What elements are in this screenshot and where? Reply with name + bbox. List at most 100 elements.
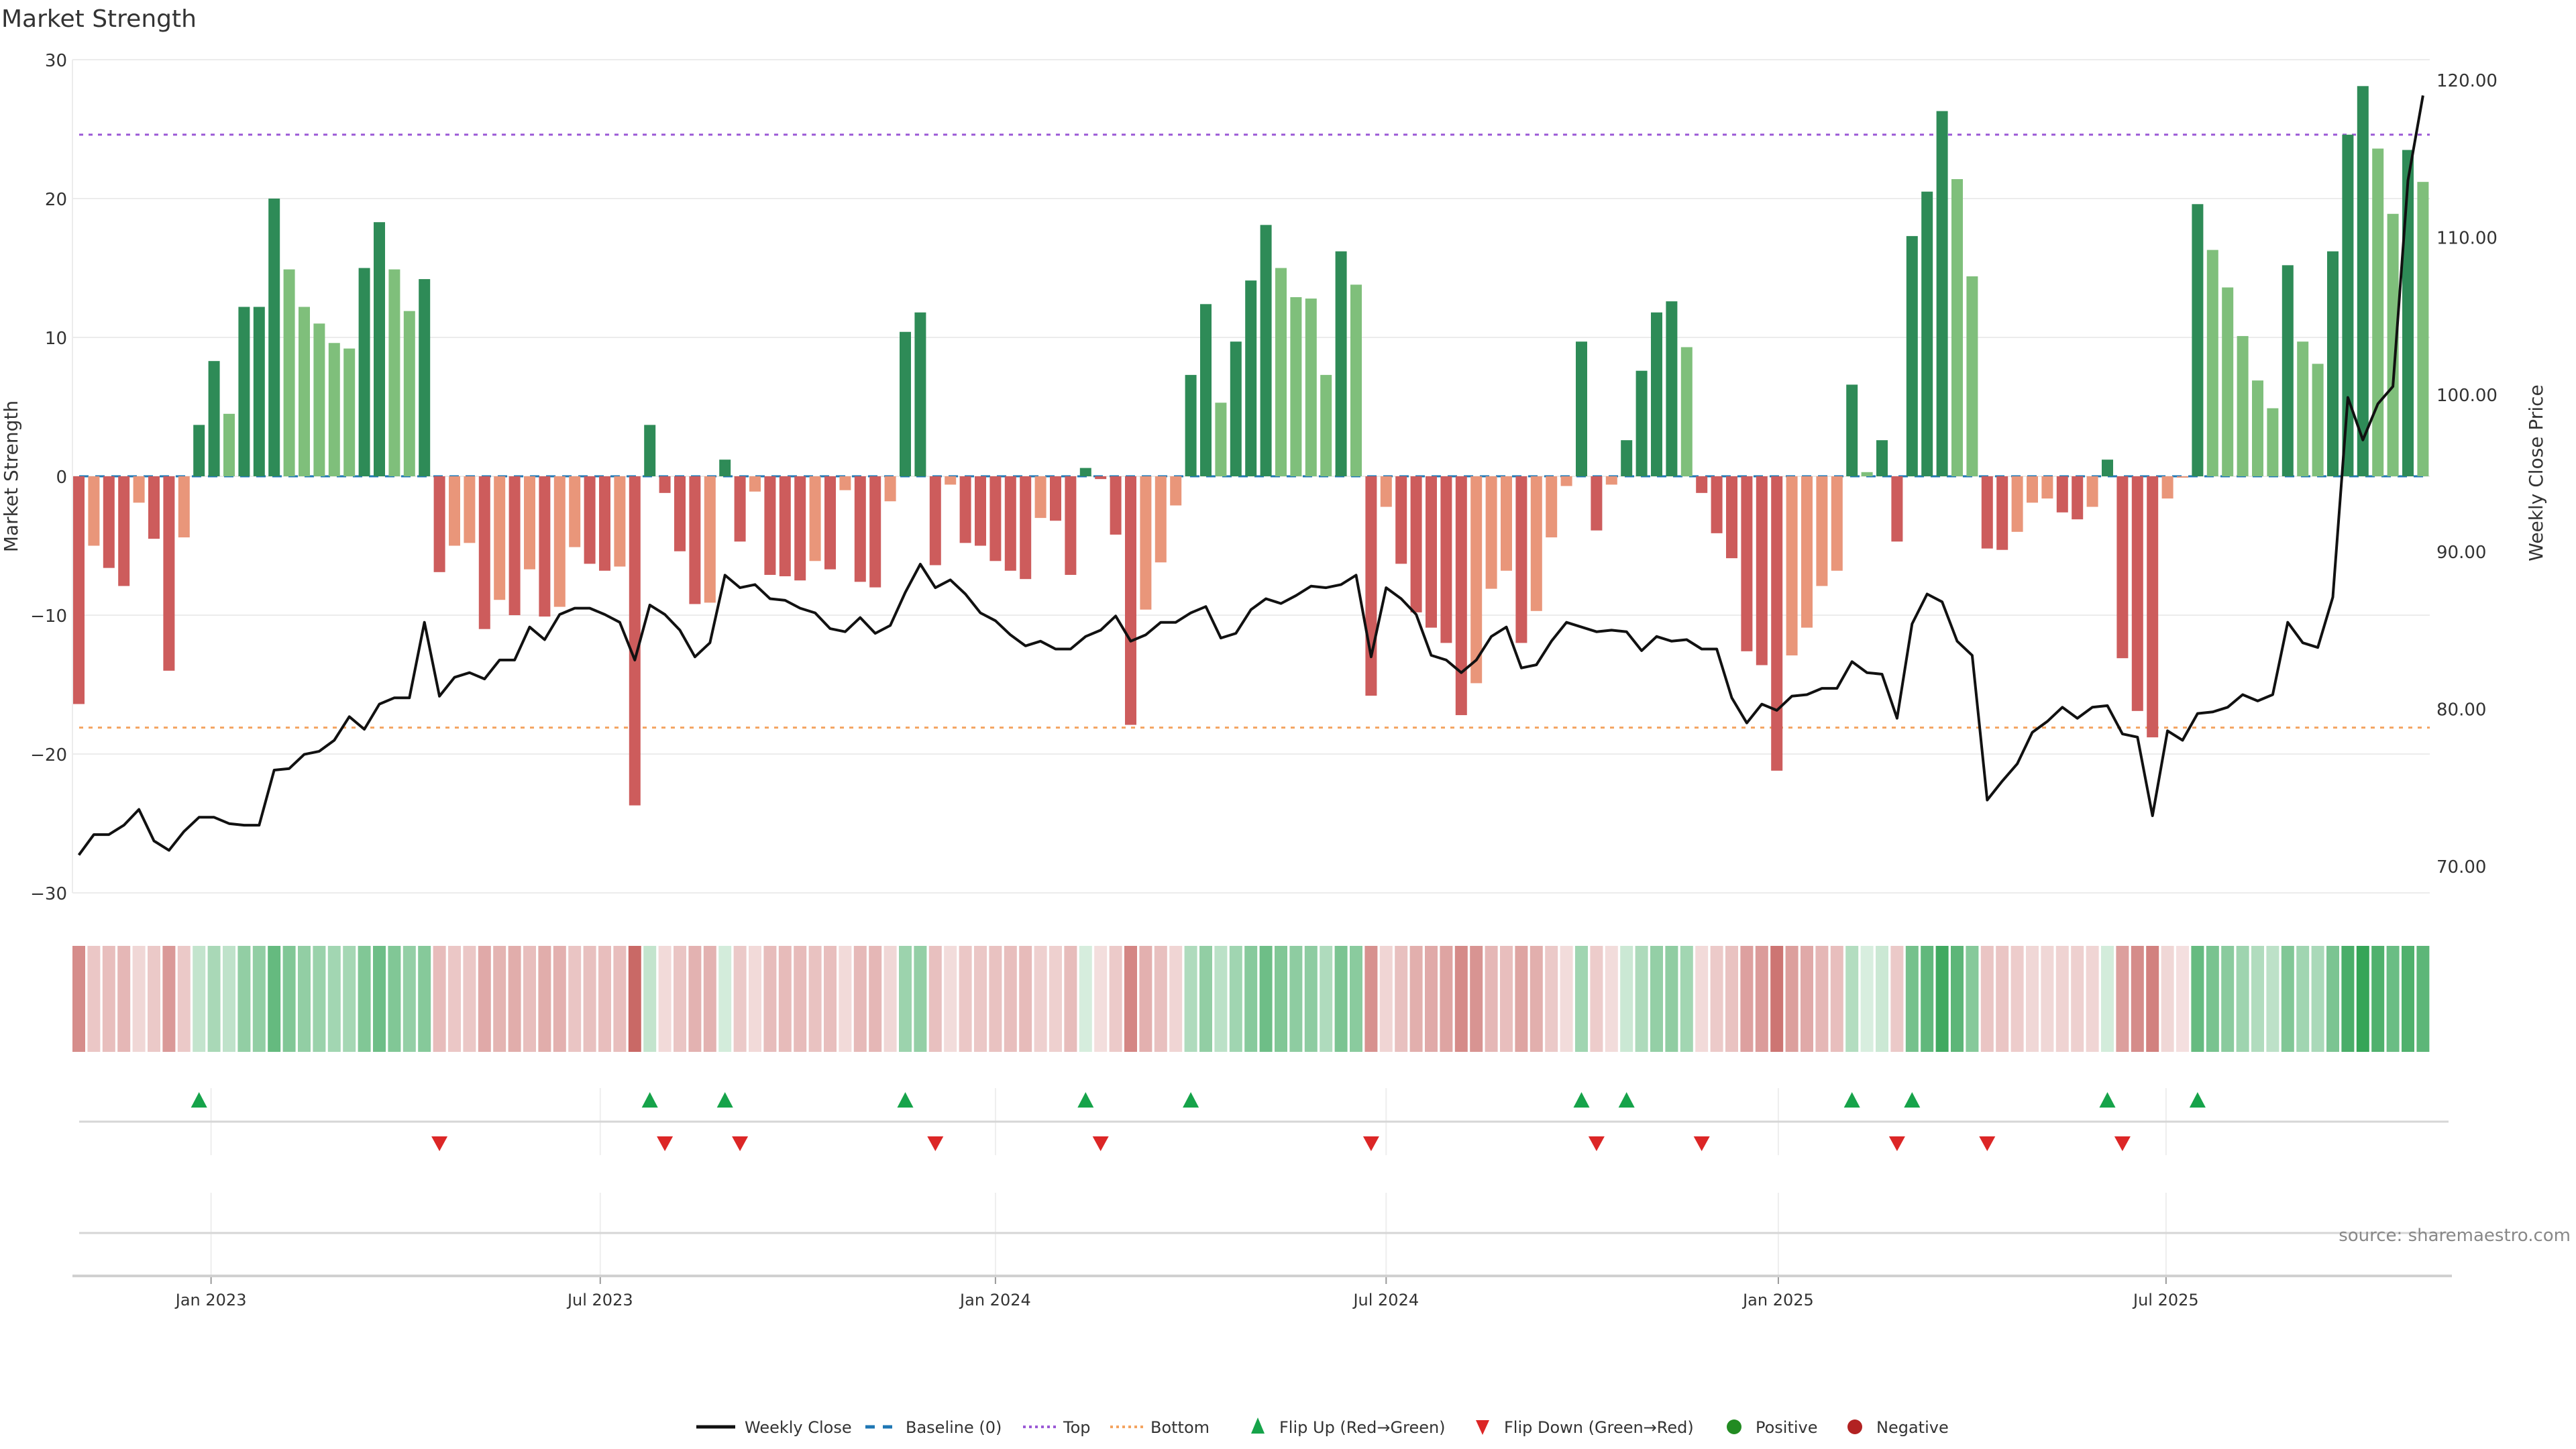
strength-bar [2297,341,2309,476]
heatmap-cell [1770,946,1784,1052]
heatmap-cell [327,946,341,1052]
heatmap-cell [2296,946,2310,1052]
flip-up-marker [1843,1092,1860,1108]
strength-bar [1335,251,1347,476]
strength-bar [1365,476,1377,696]
strength-bar [1621,440,1633,476]
heatmap-cell [2386,946,2400,1052]
strength-bar [1395,476,1407,564]
strength-bar [734,476,746,542]
heatmap-cell [1214,946,1228,1052]
strength-bar [1756,476,1768,665]
heatmap-cell [1966,946,1979,1052]
heatmap-cell [433,946,446,1052]
heatmap-cell [658,946,672,1052]
heatmap-cell [2116,946,2129,1052]
strength-bar [2357,86,2369,476]
strength-bar [1020,476,1032,580]
strength-bar [1726,476,1737,559]
strength-bar [73,476,85,704]
heatmap-cell [2146,946,2159,1052]
heatmap-cell [2041,946,2054,1052]
strength-bar [449,476,460,546]
strength-bar [193,425,205,476]
strength-bar [1680,347,1693,476]
heatmap-cell [1905,946,1919,1052]
y2-tick-label: 90.00 [2436,543,2486,563]
heatmap-cell [87,946,101,1052]
heatmap-cell [989,946,1002,1052]
heatmap-cell [2251,946,2264,1052]
strength-bar [2237,335,2249,476]
heatmap-cell [177,946,191,1052]
heatmap-cell [1935,946,1949,1052]
strength-bar [2056,476,2068,513]
heatmap-cell [1996,946,2009,1052]
flip-markers-panel [79,1088,2449,1155]
legend-label: Weekly Close [745,1418,852,1437]
heatmap-cell [2176,946,2189,1052]
heatmap-cell [628,946,641,1052]
heatmap-cell [1109,946,1122,1052]
strength-bar [1906,235,1918,476]
heatmap-cell [1470,946,1483,1052]
strength-bar [2402,150,2414,477]
strength-bar [328,343,340,476]
strength-bar [2147,476,2159,738]
heatmap-cell [343,946,356,1052]
strength-bar [2372,148,2384,477]
y2-axis-label: Weekly Close Price [2525,384,2547,561]
y-axis-label: Market Strength [0,400,22,552]
strength-bar [508,476,521,615]
strength-bar [1305,299,1317,476]
heatmap-cell [207,946,221,1052]
strength-bar [959,476,971,543]
strength-bar [299,307,310,476]
strength-bar [343,348,356,476]
heatmap-cell [1695,946,1709,1052]
strength-bar [1966,276,1978,476]
strength-bar [464,476,476,543]
strength-bar [1440,476,1452,643]
strength-bar [253,307,265,476]
heatmap-cell [358,946,371,1052]
heatmap-cell [1560,946,1573,1052]
x-tick-label: Jul 2025 [2132,1291,2199,1309]
heatmap-cell [598,946,611,1052]
strength-bar [1891,476,1903,542]
strength-bar [1470,476,1483,684]
heatmap-cell [1259,946,1273,1052]
heatmap-cell [1094,946,1108,1052]
heatmap-cell [914,946,927,1052]
flip-up-marker [1077,1092,1094,1108]
heatmap-cell [1635,946,1648,1052]
y2-tick-label: 120.00 [2436,71,2498,91]
heatmap-cell [1665,946,1678,1052]
heatmap-cell [2281,946,2294,1052]
strength-bar [599,476,610,571]
strength-bar [945,476,957,485]
heatmap-cell [373,946,386,1052]
strength-bar [419,279,431,476]
heatmap-cell [2161,946,2174,1052]
heatmap-cell [2341,946,2355,1052]
strength-bar [103,476,115,568]
heatmap-cell [1154,946,1167,1052]
strength-bar [975,476,986,546]
strength-bar [494,476,506,600]
strength-bars [73,86,2429,806]
strength-bar [1981,476,1993,549]
weekly-close-line [77,95,2424,856]
heatmap-cell [1440,946,1453,1052]
heatmap-cell [102,946,115,1052]
strength-bar [1876,440,1888,476]
heatmap-cell [688,946,702,1052]
strength-bar [1515,476,1527,643]
strength-bar [1185,374,1197,476]
y2-tick-label: 70.00 [2436,857,2486,877]
flip-up-marker [2099,1092,2116,1108]
strength-bar [1530,476,1542,611]
heatmap-cell [2311,946,2324,1052]
flip-up-marker [897,1092,914,1108]
strength-bar [614,476,626,567]
